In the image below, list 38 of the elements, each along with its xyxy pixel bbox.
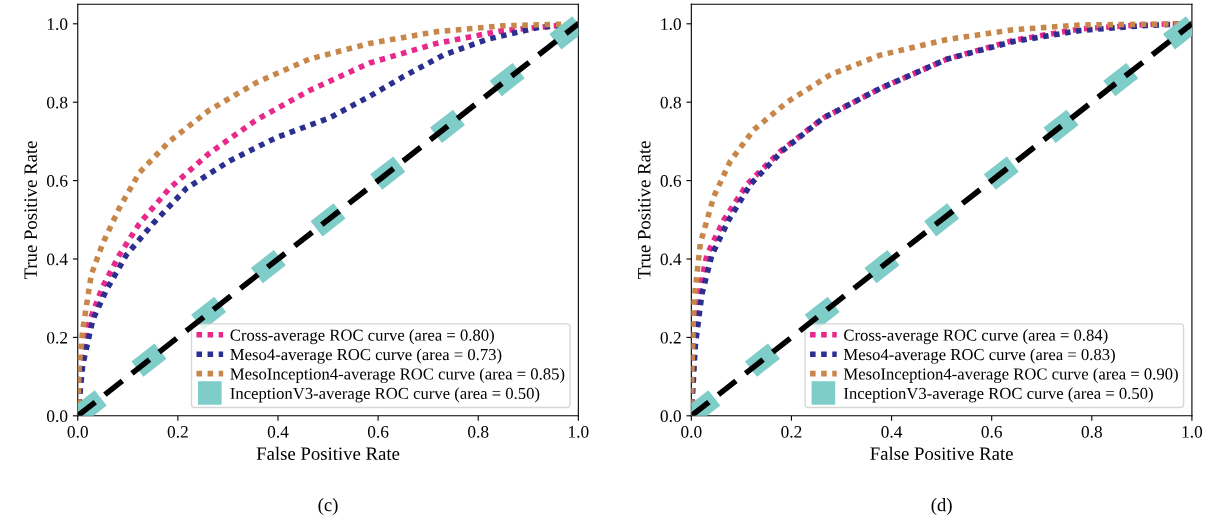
x-tick-label: 0.6 — [367, 426, 389, 438]
x-tick-label: 1.0 — [569, 426, 589, 438]
y-tick-label: 0.2 — [660, 331, 681, 344]
legend-label: MesoInception4-average ROC curve (area = 0.90) — [843, 367, 1178, 384]
x-tick-label: 0.8 — [1081, 426, 1102, 438]
y-tick-label: 0.6 — [47, 175, 68, 187]
text: (c) — [318, 498, 338, 516]
y-tick-label: 0.0 — [660, 410, 681, 423]
x-tick-label: 0.4 — [267, 426, 289, 438]
x-tick-label: 0.8 — [468, 426, 489, 438]
x-tick-label: 1.0 — [1182, 426, 1203, 438]
y-axis-title: True Positive Rate — [637, 141, 651, 280]
legend-label: Cross-average ROC curve (area = 0.84) — [844, 329, 1108, 345]
y-tick-label: 1.0 — [661, 18, 681, 31]
y-tick-label: 0.0 — [47, 410, 68, 423]
y-tick-label: 0.4 — [660, 253, 682, 266]
x-tick-label: 0.2 — [781, 426, 802, 438]
y-tick-label: 0.6 — [660, 175, 682, 187]
x-tick-label: 0.0 — [681, 426, 702, 438]
legend-label: InceptionV3-average ROC curve (area = 0.50) — [230, 387, 540, 403]
legend-label: InceptionV3-average ROC curve (area = 0.50) — [843, 387, 1153, 403]
x-tick-label: 0.2 — [167, 426, 188, 438]
legend-label: Cross-average ROC curve (area = 0.80) — [230, 329, 494, 345]
x-axis-title: False Positive Rate — [870, 446, 1013, 461]
y-axis-title: True Positive Rate — [24, 141, 37, 280]
y-tick-label: 0.8 — [47, 96, 68, 109]
y-tick-label: 0.8 — [660, 96, 681, 109]
x-axis-title: False Positive Rate — [256, 446, 400, 461]
x-tick-label: 0.4 — [881, 426, 903, 438]
x-tick-label: 0.0 — [67, 426, 88, 438]
text: (d) — [931, 498, 952, 516]
legend-label: Meso4-average ROC curve (area = 0.73) — [230, 348, 502, 364]
y-tick-label: 1.0 — [47, 18, 68, 31]
legend-label: MesoInception4-average ROC curve (area = 0.85) — [230, 367, 565, 384]
legend-label: Meso4-average ROC curve (area = 0.83) — [843, 348, 1115, 364]
y-tick-label: 0.2 — [47, 331, 68, 344]
y-tick-label: 0.4 — [47, 253, 68, 266]
x-tick-label: 0.6 — [981, 426, 1003, 438]
